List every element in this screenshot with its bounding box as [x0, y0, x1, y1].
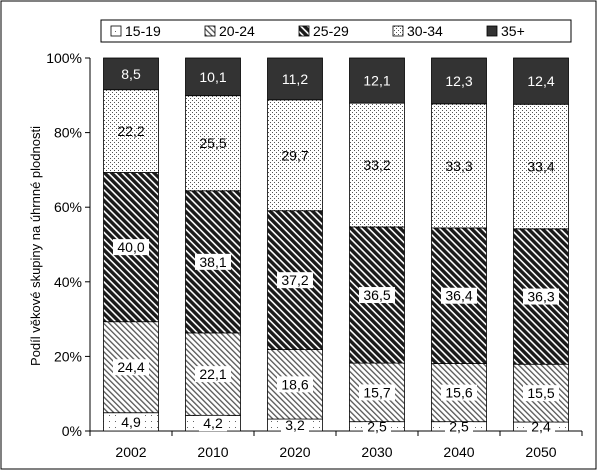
- data-label: 33,2: [363, 157, 390, 173]
- bar-segment: [103, 89, 159, 173]
- data-label: 37,2: [281, 272, 308, 288]
- bar-segment: [267, 57, 323, 101]
- bar-segment: [349, 102, 405, 228]
- legend-swatch: [392, 25, 404, 37]
- data-label-bg: [363, 418, 391, 435]
- data-label: 33,4: [527, 159, 554, 175]
- data-label-bg: [277, 272, 313, 289]
- data-label: 4,2: [203, 415, 223, 431]
- data-label-bg: [359, 384, 395, 401]
- data-label: 38,1: [199, 254, 226, 270]
- data-label-bg: [113, 359, 149, 376]
- data-label-bg: [441, 287, 477, 304]
- data-label: 36,5: [363, 287, 390, 303]
- data-label-bg: [277, 376, 313, 393]
- x-tick-label: 2010: [197, 444, 228, 460]
- data-label: 29,7: [281, 147, 308, 163]
- plot-area: 0% 20% 40% 60% 80% 100% 2002 2010 2020 2030 2040 20…: [46, 50, 583, 460]
- data-label-bg: [195, 366, 231, 383]
- legend-label: 30-34: [407, 23, 443, 39]
- data-label-bg: [523, 385, 559, 402]
- data-label: 4,9: [121, 414, 141, 430]
- legend-swatch: [486, 25, 498, 37]
- x-tick-label: 2030: [361, 444, 392, 460]
- x-tick-label: 2050: [525, 444, 556, 460]
- data-label: 8,5: [121, 66, 141, 82]
- y-tick-label: 100%: [46, 50, 82, 66]
- data-label-bg: [527, 418, 555, 435]
- y-axis-title: Podíl věkové skupiny na úhrnné plodnosti: [28, 126, 43, 366]
- legend-swatch: [298, 25, 310, 37]
- data-label: 33,3: [445, 158, 472, 174]
- bar-segment: [349, 57, 405, 104]
- data-label: 12,3: [445, 73, 472, 89]
- data-label: 2,4: [531, 419, 551, 435]
- data-label: 22,2: [117, 123, 144, 139]
- data-label-bg: [523, 288, 559, 305]
- legend-label: 20-24: [219, 23, 255, 39]
- data-label: 22,1: [199, 366, 226, 382]
- x-tick-label: 2020: [279, 444, 310, 460]
- bar-segment: [513, 103, 569, 230]
- data-label: 36,4: [445, 288, 472, 304]
- legend-swatch: [110, 25, 122, 37]
- bar-segment: [103, 57, 159, 91]
- data-label: 15,7: [363, 384, 390, 400]
- data-label-bg: [199, 415, 227, 432]
- y-tick-label: 40%: [54, 274, 82, 290]
- data-label: 40,0: [117, 239, 144, 255]
- legend-swatch: [204, 25, 216, 37]
- data-label: 36,3: [527, 289, 554, 305]
- data-label: 3,2: [285, 417, 305, 433]
- data-label: 25,5: [199, 135, 226, 151]
- data-label-bg: [117, 413, 145, 430]
- data-label: 10,1: [199, 69, 226, 85]
- data-label: 24,4: [117, 359, 144, 375]
- data-label: 2,5: [367, 418, 387, 434]
- data-label-bg: [281, 417, 309, 434]
- legend: 15-19 20-24 25-29 30-34 35+: [100, 19, 572, 43]
- data-label-bg: [359, 287, 395, 304]
- data-label: 15,6: [445, 385, 472, 401]
- data-label-bg: [195, 253, 231, 270]
- y-tick-label: 80%: [54, 125, 82, 141]
- bar-segment: [431, 103, 487, 229]
- legend-label: 15-19: [125, 23, 161, 39]
- data-label: 18,6: [281, 376, 308, 392]
- data-label: 12,1: [363, 73, 390, 89]
- data-label-bg: [445, 418, 473, 435]
- y-tick-label: 60%: [54, 199, 82, 215]
- data-label: 15,5: [527, 385, 554, 401]
- data-label-bg: [441, 384, 477, 401]
- bar-segment: [513, 57, 569, 105]
- x-tick-label: 2040: [443, 444, 474, 460]
- data-label: 11,2: [282, 71, 308, 87]
- bar-segment: [185, 95, 241, 192]
- y-tick-label: 0%: [62, 423, 82, 439]
- x-tick-label: 2002: [115, 444, 146, 460]
- bar-segment: [185, 57, 241, 97]
- y-tick-label: 20%: [54, 348, 82, 364]
- data-label-bg: [113, 239, 149, 256]
- bar-segment: [431, 57, 487, 105]
- legend-box: [100, 19, 572, 43]
- data-label: 2,5: [449, 418, 469, 434]
- legend-label: 35+: [501, 23, 525, 39]
- data-label: 12,4: [527, 73, 554, 89]
- legend-label: 25-29: [313, 23, 349, 39]
